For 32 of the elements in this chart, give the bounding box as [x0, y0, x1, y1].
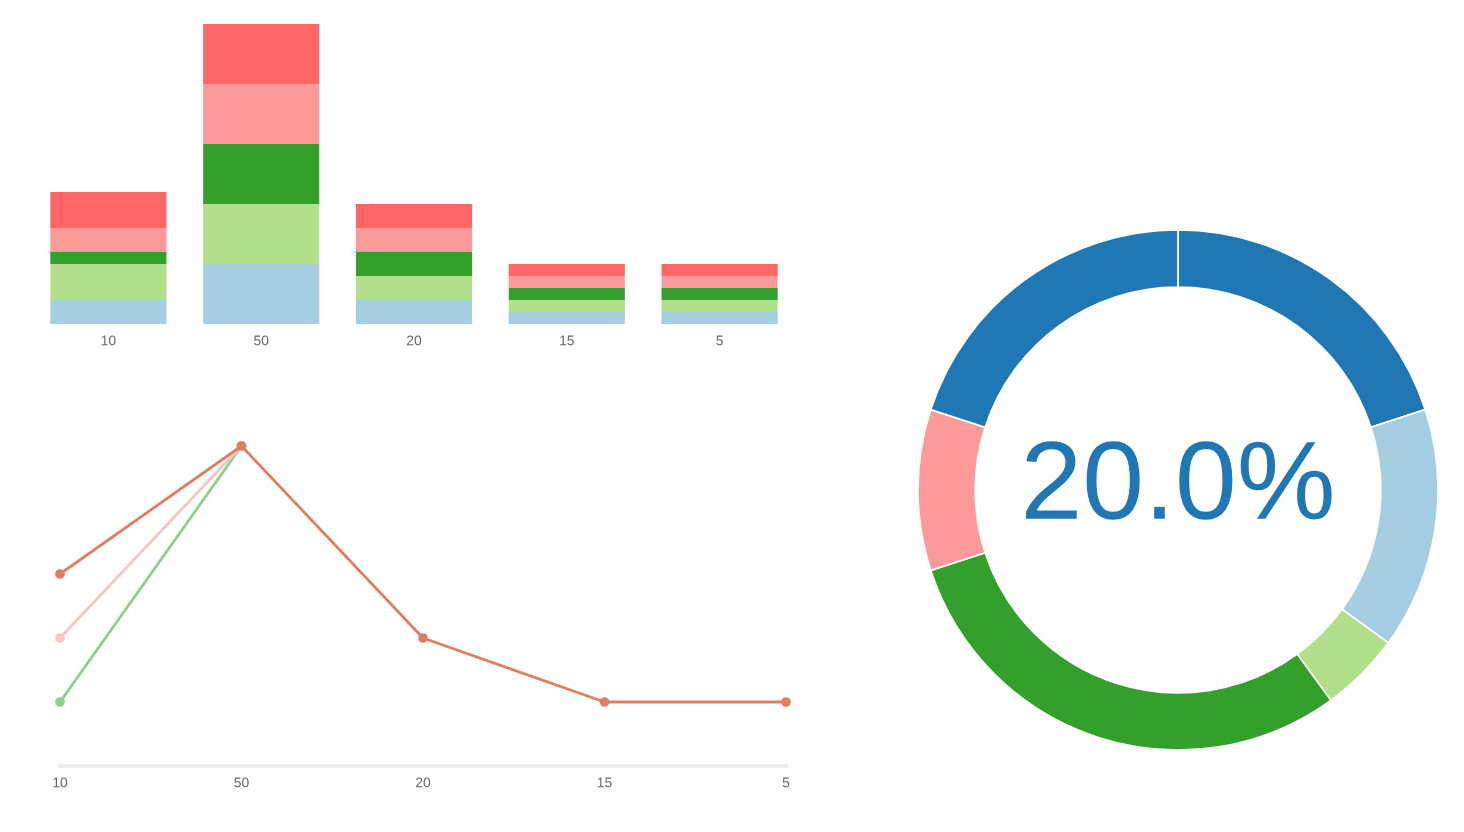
bar: [355, 300, 473, 324]
bar: [661, 288, 778, 300]
point: [55, 569, 65, 579]
text: 20.0%: [1026, 441, 1332, 520]
bar: [355, 252, 473, 276]
bar: [203, 144, 320, 204]
bar: [355, 276, 473, 300]
point: [599, 697, 610, 707]
bar: [50, 192, 167, 228]
point: [418, 633, 428, 643]
bar: [203, 24, 320, 84]
bar: [50, 252, 167, 264]
bar: [661, 300, 778, 312]
bar: [661, 276, 778, 288]
bar: [508, 300, 625, 312]
bar: [203, 264, 320, 324]
bar: [50, 228, 167, 252]
bar: [355, 228, 473, 252]
bar: [50, 264, 167, 300]
bar: [203, 204, 320, 264]
point: [55, 633, 65, 643]
bar: [508, 312, 625, 324]
bar: [203, 84, 320, 144]
point: [55, 697, 65, 707]
bar: [661, 264, 778, 276]
bar: [508, 276, 625, 288]
point: [781, 697, 791, 707]
bar: [355, 204, 473, 228]
bar: [508, 264, 625, 276]
bar: [50, 300, 167, 324]
bar: [508, 288, 625, 300]
bar: [661, 312, 778, 324]
